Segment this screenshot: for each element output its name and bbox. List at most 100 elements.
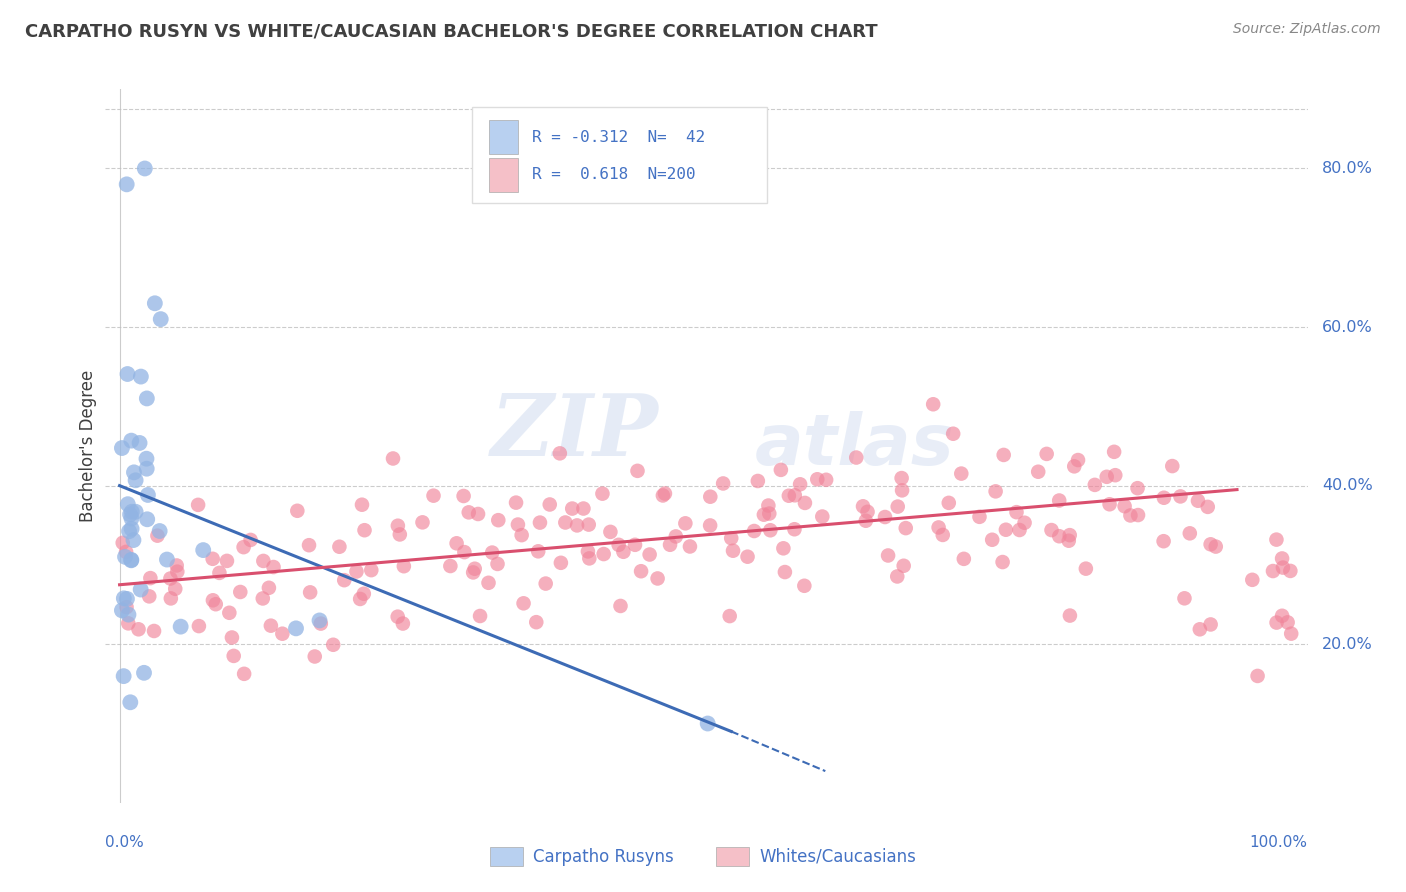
Point (382, 451, 405, 466)
Point (758, 507, 780, 521)
Point (679, 540, 702, 554)
Point (887, 500, 910, 514)
Point (718, 609, 741, 624)
Point (229, 585, 252, 599)
Point (720, 531, 742, 545)
Point (120, 553, 142, 567)
Point (204, 597, 226, 611)
Point (1271, 560, 1294, 574)
Point (135, 451, 157, 466)
Point (852, 500, 875, 514)
Point (252, 554, 274, 568)
Point (778, 489, 800, 503)
Point (129, 369, 152, 384)
Point (1126, 508, 1149, 522)
Point (1008, 523, 1031, 537)
Point (122, 466, 145, 480)
Point (647, 572, 669, 586)
Point (699, 490, 721, 504)
Point (486, 557, 509, 571)
Point (165, 582, 187, 596)
Point (201, 551, 224, 566)
Point (112, 669, 135, 683)
Point (654, 486, 676, 500)
Point (950, 467, 973, 481)
Y-axis label: Bachelor's Degree: Bachelor's Degree (79, 370, 97, 522)
Point (561, 501, 583, 516)
Point (392, 616, 415, 631)
Text: 100.0%: 100.0% (1250, 835, 1308, 850)
Point (468, 609, 491, 624)
Point (769, 463, 792, 477)
Point (591, 486, 613, 500)
Point (953, 552, 976, 566)
Point (222, 648, 245, 663)
Text: 60.0%: 60.0% (1322, 319, 1372, 334)
Point (1098, 497, 1121, 511)
Point (873, 510, 896, 524)
Point (1047, 529, 1070, 543)
Point (991, 555, 1014, 569)
Point (773, 565, 796, 579)
Point (387, 609, 409, 624)
Point (1279, 626, 1302, 640)
Point (510, 528, 533, 542)
Point (651, 488, 673, 502)
Point (464, 562, 486, 576)
Point (1187, 493, 1209, 508)
Point (759, 523, 782, 537)
Point (665, 529, 688, 543)
Point (578, 517, 600, 532)
Point (143, 624, 166, 638)
Point (411, 516, 433, 530)
Point (527, 544, 550, 558)
Point (737, 549, 759, 564)
Point (467, 507, 489, 521)
Point (1040, 523, 1063, 537)
Point (752, 508, 775, 522)
Point (218, 606, 240, 620)
Point (699, 518, 721, 533)
Point (308, 614, 330, 628)
Point (187, 498, 209, 512)
Point (132, 665, 155, 680)
Point (136, 512, 159, 526)
Point (815, 473, 838, 487)
Point (1246, 669, 1268, 683)
Point (257, 581, 280, 595)
Point (1271, 551, 1294, 566)
Point (304, 649, 326, 664)
Point (942, 426, 965, 441)
Point (221, 631, 243, 645)
Point (117, 497, 139, 511)
Point (201, 593, 224, 607)
Point (149, 312, 172, 326)
Point (1126, 481, 1149, 495)
Text: CARPATHO RUSYN VS WHITE/CAUCASIAN BACHELOR'S DEGREE CORRELATION CHART: CARPATHO RUSYN VS WHITE/CAUCASIAN BACHEL… (25, 22, 877, 40)
Legend: Carpatho Rusyns, Whites/Caucasians: Carpatho Rusyns, Whites/Caucasians (484, 840, 922, 872)
Point (1153, 534, 1175, 549)
Point (1067, 453, 1090, 467)
Point (793, 579, 815, 593)
Point (481, 545, 503, 559)
Point (392, 559, 415, 574)
Point (538, 498, 561, 512)
Text: ZIP: ZIP (491, 390, 658, 474)
Point (891, 483, 914, 498)
Point (1035, 447, 1057, 461)
Point (333, 573, 356, 587)
Point (322, 638, 344, 652)
Point (193, 543, 215, 558)
Point (1026, 465, 1049, 479)
Point (215, 554, 238, 568)
FancyBboxPatch shape (489, 158, 517, 192)
Point (120, 553, 142, 567)
Point (565, 518, 588, 533)
Point (1014, 516, 1036, 530)
Point (1199, 537, 1222, 551)
Point (1153, 491, 1175, 505)
Point (117, 607, 139, 622)
Point (136, 488, 159, 502)
Point (1047, 493, 1070, 508)
Point (388, 527, 411, 541)
